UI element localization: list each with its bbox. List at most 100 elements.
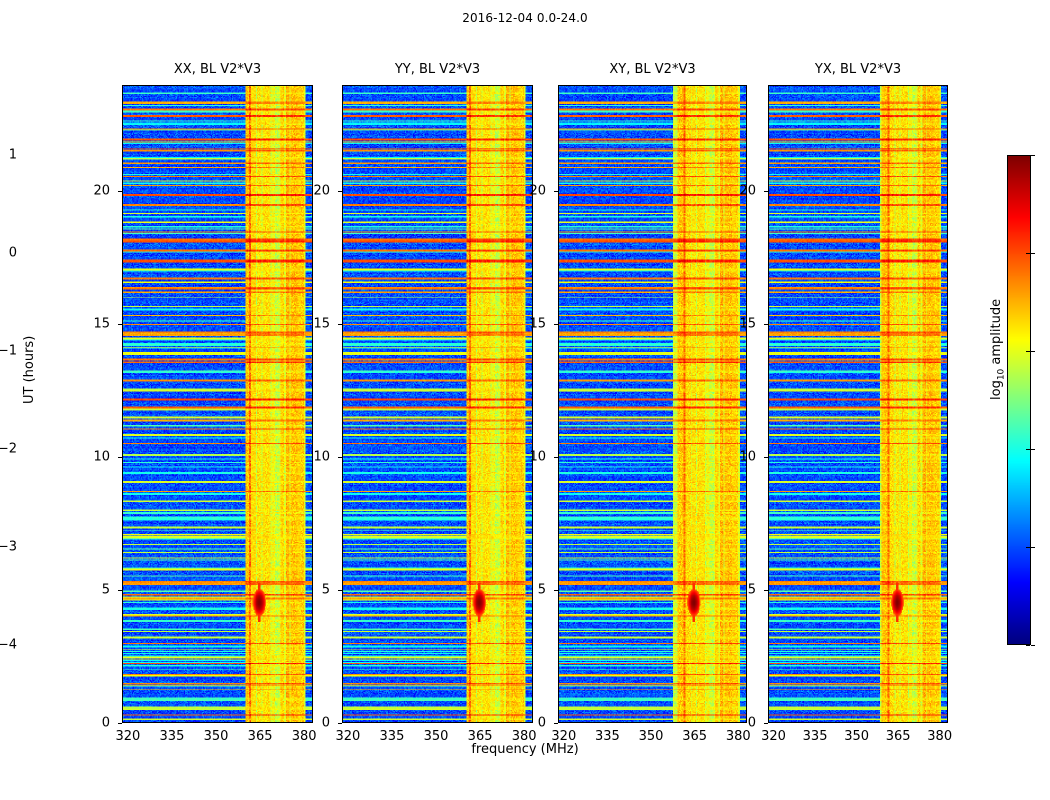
x-tick-label: 335 <box>159 729 185 744</box>
colorbar-tick-inner <box>1026 449 1030 450</box>
y-tick-mark <box>118 457 122 459</box>
x-axis-label: frequency (MHz) <box>471 742 579 757</box>
spectrogram-image-yx <box>769 86 947 722</box>
y-tick-label: 10 <box>93 449 110 465</box>
panel-title-yy: YY, BL V2*V3 <box>394 62 481 77</box>
y-tick-label: 20 <box>529 183 546 199</box>
x-tick-label: 335 <box>802 729 828 744</box>
panel-title-xy: XY, BL V2*V3 <box>609 62 696 77</box>
x-tick-mark <box>858 722 859 723</box>
y-tick-labels-yy: 0 5 10 15 20 <box>296 85 336 731</box>
colorbar-tick-label: −3 <box>0 539 17 555</box>
y-tick-mark <box>764 590 768 592</box>
y-tick-labels-xy: 0 5 10 15 20 <box>512 85 552 731</box>
x-tick-label: 350 <box>638 729 664 744</box>
colorbar-label-suffix: amplitude <box>989 298 1004 369</box>
y-tick-label: 0 <box>321 715 330 731</box>
colorbar-label-text: log <box>989 380 1004 400</box>
spectrogram-image-xx <box>123 86 312 722</box>
x-tick-mark <box>349 722 350 723</box>
colorbar-tick-label: −1 <box>0 343 17 359</box>
y-tick-label: 20 <box>93 183 110 199</box>
figure-suptitle: 2016-12-04 0.0-24.0 <box>462 11 588 25</box>
y-tick-label: 10 <box>529 449 546 465</box>
x-tick-mark <box>437 722 438 723</box>
colorbar-label-base: 10 <box>996 368 1007 381</box>
x-tick-mark <box>565 722 566 723</box>
colorbar-tick-label: 1 <box>8 147 17 163</box>
y-tick-mark <box>764 191 768 193</box>
y-tick-mark <box>764 457 768 459</box>
x-tick-label: 350 <box>423 729 449 744</box>
x-tick-mark <box>652 722 653 723</box>
x-tick-mark <box>261 722 262 723</box>
colorbar-tick <box>1031 155 1035 156</box>
panel-yy: YY, BL V2*V3 0 5 10 15 20 320 335 350 365 380 <box>313 62 536 744</box>
heatmap-axes-xy <box>558 85 747 723</box>
spectrogram-image-yy <box>343 86 532 722</box>
colorbar-tick-inner <box>1026 547 1030 548</box>
y-tick-mark <box>118 324 122 326</box>
y-tick-label: 5 <box>101 582 110 598</box>
colorbar-tick-inner <box>1026 645 1030 646</box>
x-tick-mark <box>393 722 394 723</box>
colorbar-tick <box>1031 645 1035 646</box>
y-tick-label: 15 <box>313 316 330 332</box>
x-tick-label: 335 <box>595 729 620 744</box>
y-tick-label: 0 <box>101 715 110 731</box>
y-tick-mark <box>338 324 342 326</box>
y-tick-label: 15 <box>529 316 546 332</box>
colorbar-tick <box>1031 449 1035 450</box>
x-tick-mark <box>481 722 482 723</box>
colorbar-tick-inner <box>1026 253 1030 254</box>
heatmap-axes-xx <box>122 85 313 723</box>
x-tick-label: 320 <box>115 729 141 744</box>
y-tick-mark <box>764 324 768 326</box>
x-tick-label: 380 <box>927 729 953 744</box>
x-tick-label: 365 <box>885 729 911 744</box>
colorbar-tick-inner <box>1026 351 1030 352</box>
y-tick-mark <box>554 191 558 193</box>
x-tick-labels-yy: 320 335 350 365 380 <box>302 725 573 745</box>
x-tick-labels-xx: 320 335 350 365 380 <box>82 725 353 745</box>
x-tick-label: 335 <box>379 729 405 744</box>
x-tick-mark <box>608 722 609 723</box>
y-tick-mark <box>338 191 342 193</box>
colorbar-tick-label: −2 <box>0 441 17 457</box>
x-tick-label: 365 <box>682 729 708 744</box>
x-tick-label: 350 <box>844 729 870 744</box>
x-tick-label: 320 <box>335 729 361 744</box>
x-tick-label: 380 <box>725 729 751 744</box>
x-tick-labels-xy: 320 335 350 365 380 <box>518 725 787 745</box>
colorbar-tick <box>1031 351 1035 352</box>
panel-title-yx: YX, BL V2*V3 <box>814 62 902 77</box>
y-tick-label: 15 <box>93 316 110 332</box>
x-tick-mark <box>941 722 942 723</box>
y-tick-label: 20 <box>313 183 330 199</box>
colorbar-label: log10 amplitude <box>989 299 1007 400</box>
colorbar-tick-label: −4 <box>0 637 17 653</box>
y-tick-label: 10 <box>313 449 330 465</box>
colorbar-tick <box>1031 253 1035 254</box>
colorbar-tick-inner <box>1026 155 1030 156</box>
panel-title-xx: XX, BL V2*V3 <box>173 62 262 77</box>
x-tick-mark <box>129 722 130 723</box>
x-tick-mark <box>173 722 174 723</box>
heatmap-axes-yx <box>768 85 948 723</box>
colorbar-tick <box>1031 547 1035 548</box>
x-tick-label: 380 <box>291 729 317 744</box>
x-tick-mark <box>899 722 900 723</box>
x-tick-mark <box>816 722 817 723</box>
y-tick-label: 15 <box>739 316 756 332</box>
x-tick-label: 320 <box>761 729 786 744</box>
x-tick-mark <box>696 722 697 723</box>
y-tick-mark <box>118 723 122 724</box>
y-tick-mark <box>554 723 558 724</box>
y-tick-mark <box>338 590 342 592</box>
x-tick-label: 365 <box>247 729 273 744</box>
panel-yx: YX, BL V2*V3 0 5 10 15 20 320 335 350 365 380 <box>739 62 952 744</box>
panel-xx: XX, BL V2*V3 0 5 10 15 20 320 335 350 365 380 <box>93 62 316 744</box>
y-tick-mark <box>118 191 122 193</box>
colorbar-gradient <box>1007 155 1031 645</box>
